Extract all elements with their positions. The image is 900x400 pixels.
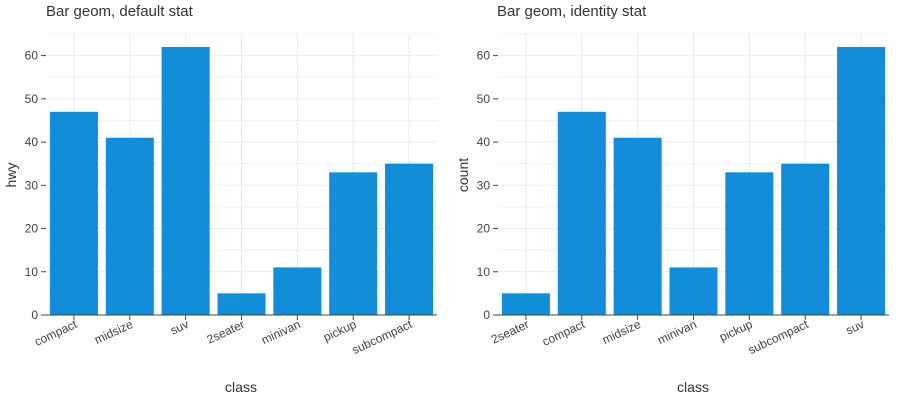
bar-suv[interactable] [837,46,886,315]
bar-compact[interactable] [557,111,606,315]
y-tick-label: 60 [477,49,491,63]
bar-subcompact[interactable] [781,163,830,315]
x-tick-label: 2seater [205,317,247,347]
bar-compact[interactable] [49,111,98,315]
y-axis-ticks: 0 10 20 30 40 50 60 [477,49,498,322]
y-tick-label: 10 [25,265,39,279]
x-tick-label: subcompact [350,317,415,357]
chart-title: Bar geom, identity stat [497,3,647,20]
x-tick-label: midsize [92,317,135,347]
y-tick-label: 40 [25,135,39,149]
bar-subcompact[interactable] [385,163,434,315]
y-tick-label: 50 [25,92,39,106]
y-axis-ticks: 0 10 20 30 40 50 60 [25,49,46,322]
y-axis-title: hwy [3,163,19,188]
x-tick-label: pickup [321,317,359,344]
bar-pickup[interactable] [725,172,774,315]
y-tick-label: 20 [477,222,491,236]
x-tick-label: midsize [600,317,643,347]
chart-panel-left: Bar geom, default stat class hwy 0 10 20 30… [3,3,437,395]
x-axis-ticks: 2seater compact midsize minivan pickupsubcom… [489,315,866,357]
y-tick-label: 50 [477,92,491,106]
x-tick-label: suv [843,317,866,338]
bar-2seater[interactable] [217,293,266,315]
x-tick-label: 2seater [489,317,531,347]
bar-minivan[interactable] [273,267,322,315]
x-tick-label: minivan [259,317,302,347]
chart-panel-right: Bar geom, identity stat class count 0 10 2… [455,3,889,395]
bars [501,46,886,315]
x-tick-label: compact [540,317,588,349]
gridlines [46,33,437,316]
x-tick-label: compact [32,317,80,349]
bar-suv[interactable] [161,46,210,315]
x-tick-label: subcompact [746,317,811,357]
bar-minivan[interactable] [669,267,718,315]
bar-midsize[interactable] [613,137,662,315]
x-tick-label: suv [168,317,191,338]
y-tick-label: 30 [25,178,39,192]
x-tick-label: pickup [717,317,755,344]
bar-pickup[interactable] [329,172,378,315]
bar-2seater[interactable] [501,293,550,315]
x-axis-ticks: compact midsize suv 2seater minivan pickupsub… [32,315,415,357]
x-axis-title: class [225,379,257,395]
y-tick-label: 10 [477,265,491,279]
y-tick-label: 0 [31,308,38,322]
chart-title: Bar geom, default stat [46,3,194,20]
x-tick-label: minivan [655,317,698,347]
y-axis-title: count [455,158,471,192]
bar-midsize[interactable] [105,137,154,315]
y-tick-label: 0 [483,308,490,322]
y-tick-label: 40 [477,135,491,149]
y-tick-label: 20 [25,222,39,236]
y-tick-label: 60 [25,49,39,63]
x-axis-title: class [677,379,709,395]
y-tick-label: 30 [477,178,491,192]
bars [49,46,434,315]
